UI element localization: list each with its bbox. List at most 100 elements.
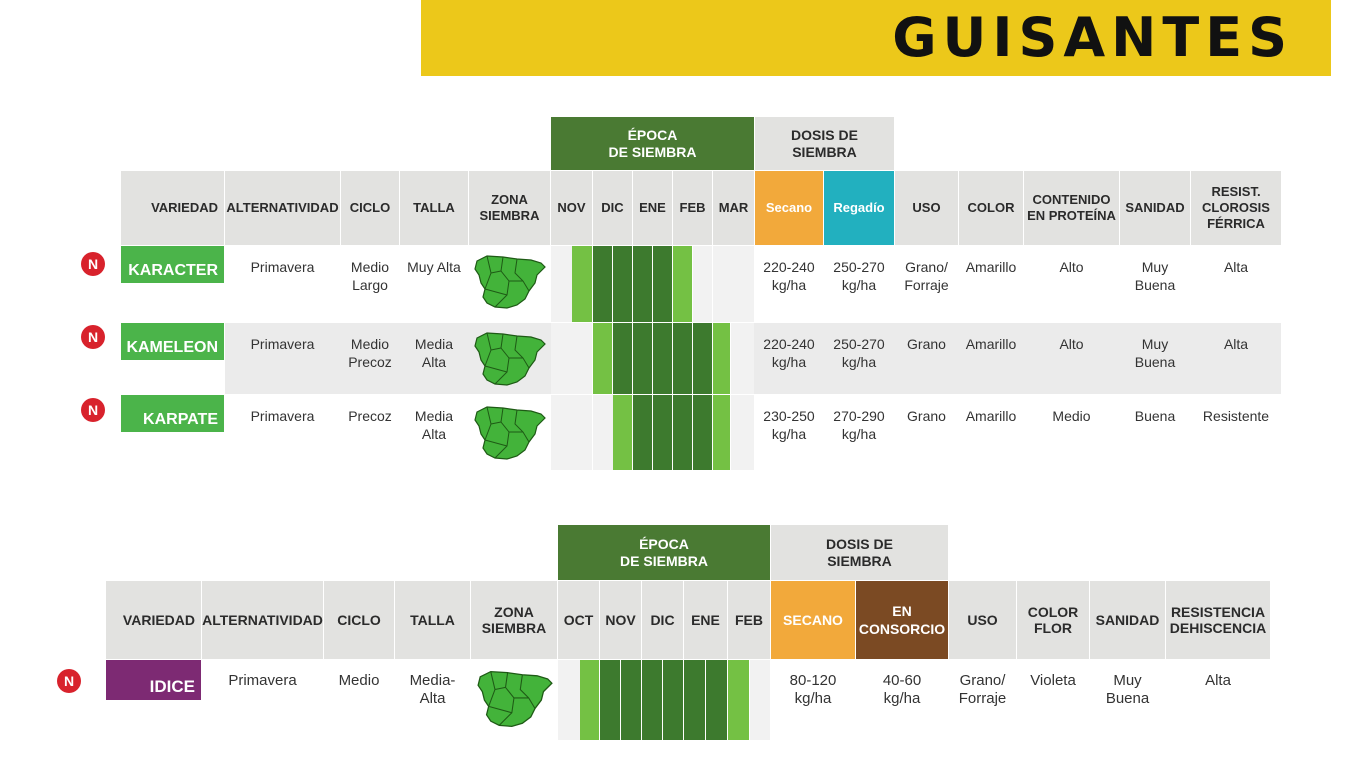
row-secano: 220-240 kg/ha xyxy=(763,259,815,293)
sowing-period-bar xyxy=(613,323,633,394)
col-month: ENE xyxy=(684,581,727,659)
sowing-period-bar xyxy=(613,246,633,322)
col-ciclo: CICLO xyxy=(324,581,394,659)
col-secano: Secano xyxy=(755,171,823,245)
dosis-header: DOSIS DE SIEMBRA xyxy=(771,525,948,580)
row-regadio: 250-270 kg/ha xyxy=(833,336,885,370)
sowing-period-bar xyxy=(572,246,593,322)
row-clorosis: Resistente xyxy=(1202,408,1270,424)
sowing-period-bar xyxy=(713,395,731,470)
row-alternatividad: Primavera xyxy=(250,336,315,352)
col-variedad: VARIEDAD xyxy=(106,581,201,659)
row-talla: Muy Alta xyxy=(407,259,461,275)
col-secano: SECANO xyxy=(771,581,855,659)
sowing-period-bar xyxy=(600,660,621,740)
row-color: Violeta xyxy=(1030,672,1076,689)
row-secano: 220-240 kg/ha xyxy=(763,336,815,370)
col-alternatividad: ALTERNATIVIDAD xyxy=(202,581,323,659)
row-alternatividad: Primavera xyxy=(250,259,315,275)
col-sanidad: SANIDAD xyxy=(1120,171,1190,245)
col-month: NOV xyxy=(600,581,641,659)
row-talla: Media Alta xyxy=(414,408,454,442)
row-proteina: Alto xyxy=(1059,259,1084,275)
row-color: Amarillo xyxy=(965,259,1017,275)
sowing-period-bar xyxy=(593,323,613,394)
row-color: Amarillo xyxy=(965,408,1017,424)
month-divider xyxy=(592,246,593,470)
variety-name: KAMELEON xyxy=(121,323,224,360)
sowing-period-bar xyxy=(593,246,613,322)
col-color-flor: COLOR FLOR xyxy=(1017,581,1089,659)
row-color: Amarillo xyxy=(965,336,1017,352)
sowing-period-bar xyxy=(580,660,600,740)
spain-map-icon xyxy=(474,406,546,460)
col-month: NOV xyxy=(551,171,592,245)
col-uso: USO xyxy=(949,581,1016,659)
variety-name: IDICE xyxy=(106,660,201,700)
col-dehiscencia: RESISTENCIA DEHISCENCIA xyxy=(1166,581,1270,659)
row-talla: Media- Alta xyxy=(409,672,456,707)
row-sanidad: Muy Buena xyxy=(1134,259,1176,293)
variety-name: KARPATE xyxy=(121,395,224,432)
sowing-period-bar xyxy=(713,323,731,394)
col-zona: ZONA SIEMBRA xyxy=(471,581,557,659)
sowing-period-bar xyxy=(633,395,653,470)
dosis-header: DOSIS DE SIEMBRA xyxy=(755,117,894,170)
sowing-period-bar xyxy=(663,660,684,740)
spain-map-icon xyxy=(474,332,546,386)
row-sanidad: Muy Buena xyxy=(1105,672,1150,707)
col-alternatividad: ALTERNATIVIDAD xyxy=(225,171,340,245)
row-ciclo: Precoz xyxy=(348,408,392,424)
sowing-period-bar xyxy=(706,660,728,740)
col-month: FEB xyxy=(728,581,770,659)
row-ciclo: Medio Precoz xyxy=(348,336,392,370)
row-divider xyxy=(551,394,754,395)
row-dehiscencia: Alta xyxy=(1205,672,1231,689)
row-clorosis: Alta xyxy=(1223,336,1249,352)
row-regadio: 250-270 kg/ha xyxy=(833,259,885,293)
sowing-period-bar xyxy=(642,660,663,740)
new-badge: N xyxy=(81,252,105,276)
col-month: ENE xyxy=(633,171,672,245)
row-clorosis: Alta xyxy=(1223,259,1249,275)
row-proteina: Medio xyxy=(1052,408,1091,424)
col-regadio: Regadío xyxy=(824,171,894,245)
col-zona: ZONA SIEMBRA xyxy=(469,171,550,245)
sowing-period-bar xyxy=(693,323,713,394)
row-sanidad: Buena xyxy=(1134,408,1176,424)
sowing-period-bar xyxy=(673,395,693,470)
month-divider xyxy=(632,246,633,470)
new-badge: N xyxy=(57,669,81,693)
sowing-period-bar xyxy=(673,323,693,394)
sowing-period-bar xyxy=(613,395,633,470)
sowing-period-bar xyxy=(633,323,653,394)
row-uso: Grano xyxy=(907,336,946,352)
col-uso: USO xyxy=(895,171,958,245)
sowing-period-bar xyxy=(693,395,713,470)
col-color: COLOR xyxy=(959,171,1023,245)
row-uso: Grano/ Forraje xyxy=(904,259,949,293)
row-uso: Grano xyxy=(907,408,946,424)
row-alternatividad: Primavera xyxy=(250,408,315,424)
row-consorcio: 40-60 kg/ha xyxy=(882,672,922,707)
col-variedad: VARIEDAD xyxy=(121,171,224,245)
sowing-period-bar xyxy=(653,323,673,394)
row-ciclo: Medio xyxy=(338,672,380,689)
row-secano: 230-250 kg/ha xyxy=(763,408,815,442)
month-divider xyxy=(672,246,673,470)
new-badge: N xyxy=(81,398,105,422)
col-talla: TALLA xyxy=(395,581,470,659)
month-divider xyxy=(712,246,713,470)
sowing-period-bar xyxy=(728,660,750,740)
row-secano: 80-120 kg/ha xyxy=(789,672,837,707)
epoca-header: ÉPOCA DE SIEMBRA xyxy=(551,117,754,170)
col-sanidad: SANIDAD xyxy=(1090,581,1165,659)
row-talla: Media Alta xyxy=(414,336,454,370)
new-badge: N xyxy=(81,325,105,349)
col-clorosis: RESIST. CLOROSIS FÉRRICA xyxy=(1191,171,1281,245)
col-consorcio: EN CONSORCIO xyxy=(856,581,948,659)
title-banner: GUISANTES xyxy=(421,0,1331,76)
sowing-period-bar xyxy=(633,246,653,322)
col-talla: TALLA xyxy=(400,171,468,245)
sowing-period-bar xyxy=(653,246,673,322)
